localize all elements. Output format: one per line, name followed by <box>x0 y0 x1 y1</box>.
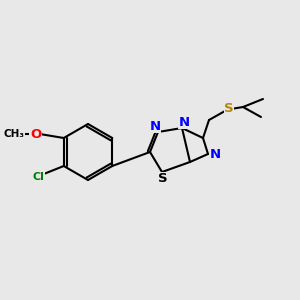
Text: Cl: Cl <box>33 172 45 182</box>
Text: N: N <box>149 119 161 133</box>
Text: N: N <box>178 116 190 128</box>
Text: O: O <box>30 128 41 140</box>
Text: CH₃: CH₃ <box>3 129 24 139</box>
Text: S: S <box>224 101 234 115</box>
Text: N: N <box>209 148 220 160</box>
Text: S: S <box>158 172 168 185</box>
